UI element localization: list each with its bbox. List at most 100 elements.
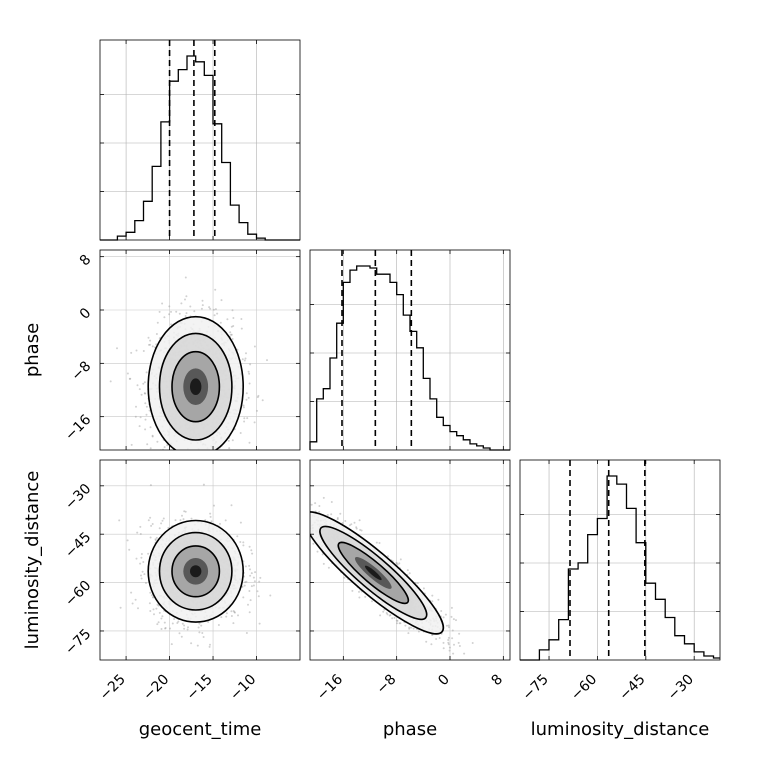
sample-point [161, 519, 164, 522]
sample-point [422, 587, 425, 590]
sample-point [149, 484, 152, 487]
sample-point [138, 388, 141, 391]
sample-point [245, 398, 248, 401]
sample-point [144, 402, 147, 405]
sample-point [339, 512, 342, 515]
y-axis-label-luminosity_distance: luminosity_distance [22, 471, 43, 650]
sample-point [243, 584, 246, 587]
sample-point [297, 493, 299, 495]
sample-point [151, 345, 154, 348]
sample-point [479, 677, 481, 679]
panel-frame [519, 459, 721, 661]
sample-point [200, 624, 203, 627]
sample-point [245, 352, 247, 355]
sample-point [210, 520, 213, 523]
sample-point [177, 620, 180, 623]
sample-point [450, 606, 453, 609]
sample-point [318, 510, 321, 513]
sample-point [257, 394, 260, 397]
sample-point [242, 541, 245, 544]
sample-point [156, 321, 159, 324]
histogram-panel-phase [309, 249, 511, 451]
sample-point [407, 632, 410, 635]
sample-point [451, 637, 454, 640]
sample-point [452, 652, 455, 655]
y-tick-label: −30 [62, 481, 94, 513]
sample-point [157, 604, 160, 607]
sample-point [444, 613, 447, 616]
sample-point [147, 519, 150, 522]
sample-point [245, 580, 248, 583]
sample-point [145, 413, 148, 416]
x-tick-label: −75 [520, 672, 552, 704]
sample-point [435, 638, 438, 640]
sample-point [183, 473, 185, 475]
sample-point [157, 621, 160, 624]
sample-point [155, 607, 158, 610]
histogram-panel-luminosity_distance [519, 459, 721, 661]
sample-point [396, 563, 399, 566]
sample-point [307, 508, 309, 510]
sample-point [451, 629, 454, 632]
sample-point [174, 519, 177, 522]
y-axis-label-phase: phase [22, 323, 43, 377]
sample-point [149, 426, 152, 429]
sample-point [149, 610, 152, 612]
sample-point [188, 473, 190, 475]
sample-point [327, 566, 330, 569]
sample-point [232, 622, 235, 625]
sample-point [248, 564, 251, 567]
sample-point [379, 614, 382, 617]
sample-point [135, 405, 137, 408]
sample-point [155, 333, 158, 335]
sample-point [194, 465, 196, 467]
sample-point [447, 639, 450, 641]
sample-point [358, 519, 361, 522]
sample-point [289, 510, 291, 512]
sample-point [240, 318, 243, 320]
sample-point [279, 501, 281, 503]
sample-point [183, 624, 186, 627]
sample-point [404, 624, 407, 627]
sample-point [161, 302, 164, 305]
sample-point [248, 441, 251, 444]
panel-frame [99, 459, 301, 661]
sample-point [128, 548, 131, 551]
sample-point [161, 615, 164, 618]
sample-point [181, 514, 183, 517]
density-panel-phase-luminosity_distance [279, 459, 511, 679]
sample-point [126, 372, 129, 375]
sample-point [281, 515, 283, 517]
sample-point [119, 606, 122, 609]
sample-point [116, 347, 118, 350]
sample-point [184, 298, 186, 301]
sample-point [158, 527, 161, 530]
sample-point [137, 607, 139, 610]
sample-point [233, 611, 236, 613]
sample-point [259, 576, 262, 579]
sample-point [142, 382, 145, 385]
sample-point [185, 295, 188, 298]
sample-point [358, 590, 360, 593]
sample-point [287, 514, 289, 516]
sample-point [192, 465, 194, 467]
sample-point [242, 544, 245, 547]
sample-point [109, 380, 112, 383]
sample-point [471, 642, 474, 644]
sample-point [172, 456, 174, 458]
sample-point [321, 553, 324, 556]
density-contour [190, 565, 202, 578]
sample-point [171, 463, 173, 465]
sample-point [245, 632, 248, 634]
sample-point [252, 576, 255, 579]
sample-point [171, 622, 174, 625]
sample-point [145, 371, 148, 374]
sample-point [243, 420, 246, 423]
sample-point [245, 392, 248, 395]
sample-point [162, 517, 165, 520]
sample-point [261, 399, 264, 402]
sample-point [243, 359, 246, 362]
sample-point [211, 453, 213, 455]
sample-point [139, 562, 142, 565]
